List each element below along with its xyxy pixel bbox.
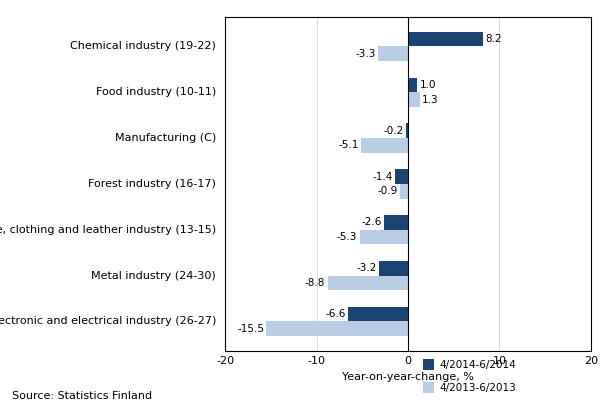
Bar [406, 123, 408, 138]
Bar [328, 275, 408, 290]
Text: -1.4: -1.4 [373, 172, 393, 181]
Bar [348, 307, 408, 321]
Text: Textile, clothing and leather industry (13-15): Textile, clothing and leather industry (… [0, 225, 216, 235]
Text: Chemical industry (19-22): Chemical industry (19-22) [70, 41, 216, 51]
Text: 1.3: 1.3 [422, 94, 439, 104]
Text: Food industry (10-11): Food industry (10-11) [96, 87, 216, 97]
Text: -0.2: -0.2 [384, 126, 404, 136]
Bar [361, 138, 408, 153]
Text: Forest industry (16-17): Forest industry (16-17) [88, 179, 216, 189]
Text: 8.2: 8.2 [485, 34, 502, 44]
Bar [379, 261, 408, 275]
Text: Metal industry (24-30): Metal industry (24-30) [91, 270, 216, 280]
Text: -5.3: -5.3 [337, 232, 357, 242]
Text: -15.5: -15.5 [237, 324, 264, 334]
Text: -3.2: -3.2 [356, 263, 376, 273]
Bar [408, 78, 417, 92]
Bar [266, 321, 408, 336]
Text: Manufacturing (C): Manufacturing (C) [115, 133, 216, 143]
Text: -5.1: -5.1 [339, 140, 359, 150]
Text: -6.6: -6.6 [325, 309, 345, 319]
Text: 1.0: 1.0 [420, 80, 436, 90]
Bar [378, 46, 408, 61]
Text: -3.3: -3.3 [355, 49, 376, 59]
Text: -8.8: -8.8 [305, 278, 325, 288]
Bar [408, 92, 420, 107]
Text: Source: Statistics Finland: Source: Statistics Finland [12, 391, 152, 401]
Text: 4/2013-6/2013: 4/2013-6/2013 [439, 382, 516, 393]
Text: -0.9: -0.9 [377, 186, 398, 196]
Bar [395, 169, 408, 184]
Bar [384, 215, 408, 230]
Bar [400, 184, 408, 199]
X-axis label: Year-on-year-change, %: Year-on-year-change, % [342, 372, 474, 382]
Text: Electronic and electrical industry (26-27): Electronic and electrical industry (26-2… [0, 316, 216, 326]
Bar [423, 382, 434, 393]
Bar [408, 32, 483, 46]
Text: -2.6: -2.6 [362, 217, 382, 227]
Text: 4/2014-6/2014: 4/2014-6/2014 [439, 359, 516, 370]
Bar [359, 230, 408, 245]
Bar [423, 359, 434, 370]
